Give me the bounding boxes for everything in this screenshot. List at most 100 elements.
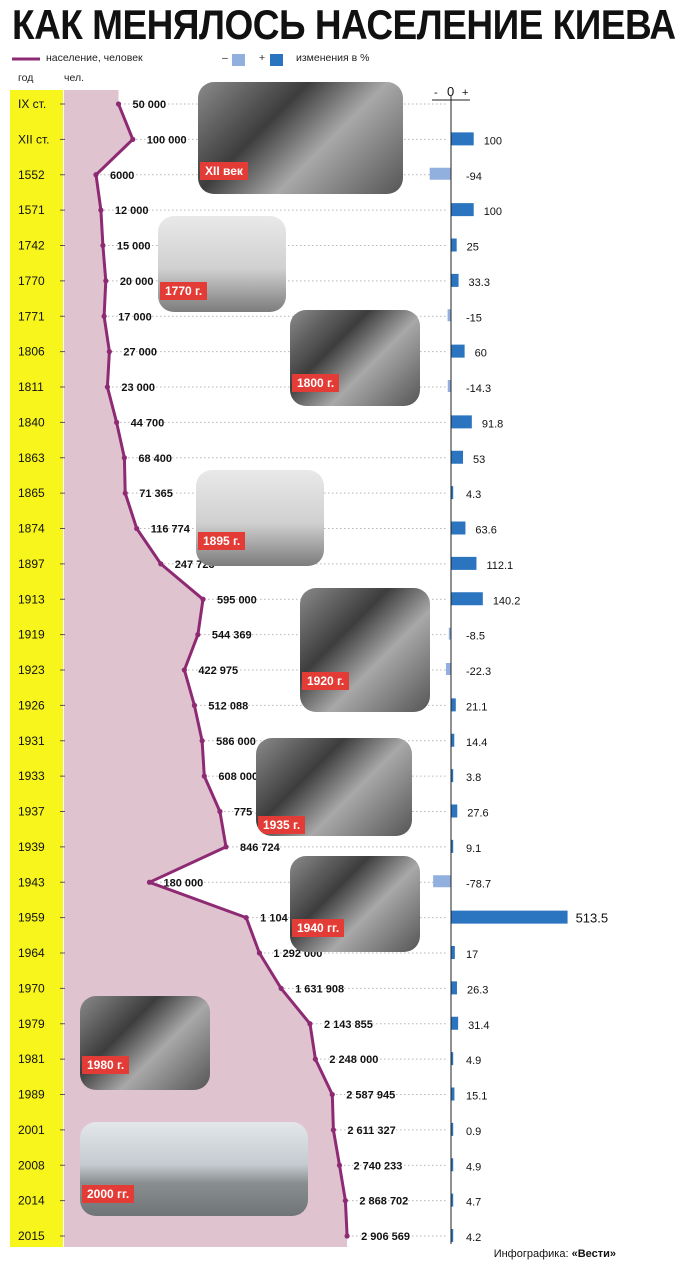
photo-1920: 1920 г. <box>300 588 430 712</box>
photo-1770: 1770 г. <box>158 216 286 312</box>
change-bar <box>451 556 477 570</box>
population-point <box>336 1162 343 1168</box>
change-percent-label: 140.2 <box>493 595 521 607</box>
population-value-label: 2 143 855 <box>324 1019 373 1031</box>
change-percent-labels: 100 -94 100 25 33.3 -15 60 -14.3 91.8 53 4.3 63.6 11… <box>466 135 608 1244</box>
population-points <box>93 101 350 1239</box>
change-bar <box>451 946 455 959</box>
change-bar <box>451 132 474 146</box>
population-point <box>93 172 99 178</box>
change-percent-label: 4.9 <box>466 1161 481 1173</box>
photo-1895: 1895 г. <box>196 470 324 566</box>
population-value-label: 1 631 908 <box>295 983 344 995</box>
year-label: 2008 <box>18 1158 45 1172</box>
photo-label: 1935 г. <box>258 816 306 834</box>
population-point <box>115 101 122 107</box>
year-label: 1964 <box>18 946 45 960</box>
change-bar <box>451 698 456 712</box>
year-label: 1926 <box>18 698 45 712</box>
change-percent-label: 60 <box>475 348 487 360</box>
population-point <box>217 808 223 815</box>
population-value-label: 17 000 <box>118 311 152 323</box>
population-value-label: 50 000 <box>133 99 167 111</box>
change-bar <box>451 1087 455 1101</box>
change-bar <box>451 1158 454 1172</box>
population-value-label: 2 740 233 <box>353 1160 402 1172</box>
year-label: 1979 <box>18 1017 45 1031</box>
year-label: 1937 <box>18 805 45 819</box>
year-label: 1806 <box>18 345 45 359</box>
year-column-header: год <box>18 72 34 84</box>
population-value-label: 2 611 327 <box>347 1125 395 1137</box>
population-point <box>146 879 153 885</box>
population-value-label: 68 400 <box>138 453 172 465</box>
change-bar <box>429 167 451 180</box>
credit-source: «Вести» <box>571 1248 616 1260</box>
change-bar <box>451 238 457 252</box>
change-percent-label: 91.8 <box>482 418 503 430</box>
population-point <box>191 702 198 708</box>
change-bar <box>451 981 457 995</box>
change-percent-label: 4.9 <box>466 1055 481 1067</box>
population-value-label: 44 700 <box>131 417 165 429</box>
change-percent-label: 3.8 <box>466 772 481 784</box>
change-percent-label: 100 <box>484 206 502 218</box>
year-label: 1571 <box>18 203 45 217</box>
change-percent-label: 21.1 <box>466 701 487 713</box>
photo-label: 2000 гг. <box>82 1185 135 1203</box>
legend-minus-sign: – <box>222 52 228 64</box>
change-percent-label: -14.3 <box>466 383 491 395</box>
population-point <box>201 773 207 779</box>
change-bar <box>447 309 451 322</box>
change-bar <box>445 663 451 675</box>
population-value-label: 15 000 <box>117 241 151 253</box>
legend-population-label: население, человек <box>46 52 143 64</box>
photo-label: 1770 г. <box>160 282 208 300</box>
year-label: 1742 <box>18 239 45 253</box>
population-value-label: 116 774 <box>151 524 191 536</box>
change-bar <box>451 1229 454 1242</box>
change-percent-label: -22.3 <box>466 666 491 678</box>
change-percent-label: -15 <box>466 312 482 324</box>
change-percent-label: 112.1 <box>486 560 513 572</box>
year-label: 1552 <box>18 168 45 182</box>
population-point <box>104 384 111 390</box>
change-percent-label: 4.2 <box>466 1232 481 1244</box>
legend-line-swatch <box>12 57 40 61</box>
year-label: 1840 <box>18 415 45 429</box>
year-label: 1923 <box>18 663 45 677</box>
population-point <box>100 242 106 249</box>
population-value-label: 586 000 <box>216 736 256 748</box>
change-percent-label: 100 <box>484 135 502 147</box>
population-value-label: 23 000 <box>121 382 155 394</box>
year-label: 1865 <box>18 486 45 500</box>
change-percent-label: 26.3 <box>467 984 488 996</box>
population-value-label: 27 000 <box>123 347 157 359</box>
change-bar <box>451 1016 459 1030</box>
population-point <box>243 915 249 921</box>
change-bar <box>451 769 454 783</box>
year-column <box>10 90 63 1247</box>
population-value-label: 422 975 <box>198 665 238 677</box>
photo-label: 1920 г. <box>302 672 350 690</box>
year-labels: IX ст. XII ст. 1552 1571 1742 1770 1771 1806 181… <box>18 97 65 1243</box>
photo-label: 1800 г. <box>292 374 340 392</box>
change-percent-label: -94 <box>466 171 482 183</box>
change-bar <box>433 875 451 888</box>
population-point <box>200 596 206 602</box>
population-value-label: 544 369 <box>212 630 252 642</box>
population-point <box>195 632 201 638</box>
change-percent-label: 15.1 <box>466 1091 487 1103</box>
photo-label: XII век <box>200 162 248 180</box>
change-percent-label: 17 <box>466 949 478 961</box>
change-percent-label: 9.1 <box>466 843 481 855</box>
change-bar <box>451 1122 454 1136</box>
legend-positive-swatch <box>270 54 283 66</box>
population-value-label: 512 088 <box>208 700 248 712</box>
change-percent-label: 4.7 <box>466 1197 481 1209</box>
page-title: КАК МЕНЯЛОСЬ НАСЕЛЕНИЕ КИЕВА <box>12 2 676 48</box>
people-column-header: чел. <box>64 72 85 84</box>
population-point <box>256 950 263 956</box>
year-label: IX ст. <box>18 97 46 111</box>
population-value-label: 608 000 <box>218 771 258 783</box>
